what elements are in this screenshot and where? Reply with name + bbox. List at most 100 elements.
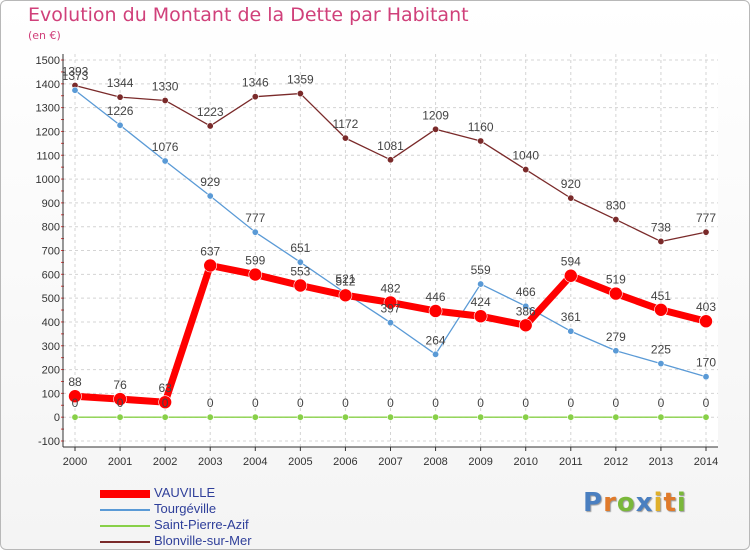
y-tick-label: 500 [42, 293, 60, 305]
brand-letter: i [676, 488, 687, 518]
data-label-tourg-ville: 170 [696, 356, 716, 370]
data-label-tourg-ville: 521 [335, 272, 355, 286]
data-point-blonville-sur-mer [296, 90, 304, 98]
data-point-saint-pierre-azif [296, 413, 304, 421]
x-tick-label: 2003 [198, 456, 222, 468]
y-tick-label: 200 [42, 365, 60, 377]
data-label-blonville-sur-mer: 1359 [287, 73, 314, 87]
x-tick-label: 2007 [378, 456, 402, 468]
data-label-tourg-ville: 1226 [107, 104, 134, 118]
data-label-tourg-ville: 1373 [62, 69, 89, 83]
data-label-blonville-sur-mer: 777 [696, 211, 716, 225]
data-point-vauville [158, 395, 172, 409]
data-label-vauville: 451 [651, 289, 671, 303]
data-point-tourg-ville [206, 192, 214, 200]
data-label-blonville-sur-mer: 1346 [242, 76, 269, 90]
x-tick-label: 2011 [559, 456, 583, 468]
data-label-blonville-sur-mer: 1223 [197, 105, 224, 119]
data-point-tourg-ville [296, 258, 304, 266]
data-point-tourg-ville [477, 280, 485, 288]
data-point-blonville-sur-mer [161, 96, 169, 104]
x-tick-label: 2005 [288, 456, 312, 468]
data-label-saint-pierre-azif: 0 [387, 396, 394, 410]
data-label-blonville-sur-mer: 1160 [468, 120, 494, 134]
data-point-vauville [383, 295, 398, 310]
x-tick-label: 2001 [108, 456, 132, 468]
data-label-blonville-sur-mer: 920 [561, 177, 581, 191]
data-point-saint-pierre-azif [612, 413, 620, 421]
unit-label: (en €) [28, 29, 61, 42]
chart-title: Evolution du Montant de la Dette par Hab… [28, 4, 469, 26]
legend-swatch [100, 490, 150, 498]
data-point-tourg-ville [567, 327, 575, 335]
data-label-tourg-ville: 225 [651, 343, 671, 357]
legend-label: VAUVILLE [154, 485, 216, 500]
data-point-blonville-sur-mer [522, 166, 530, 174]
data-point-blonville-sur-mer [341, 134, 349, 142]
data-label-saint-pierre-azif: 0 [567, 396, 574, 410]
data-label-tourg-ville: 777 [245, 211, 265, 225]
data-point-saint-pierre-azif [71, 413, 79, 421]
data-label-tourg-ville: 651 [290, 241, 310, 255]
data-label-saint-pierre-azif: 0 [342, 396, 349, 410]
data-label-saint-pierre-azif: 0 [252, 396, 259, 410]
data-point-saint-pierre-azif [522, 413, 530, 421]
data-point-vauville [609, 286, 623, 301]
data-point-tourg-ville [432, 350, 440, 358]
y-tick-label: 900 [42, 198, 60, 210]
data-label-saint-pierre-azif: 0 [432, 396, 439, 410]
data-point-saint-pierre-azif [161, 413, 169, 421]
data-point-tourg-ville [657, 360, 665, 368]
data-label-tourg-ville: 361 [561, 310, 581, 324]
brand-logo: Proxiti [583, 488, 687, 518]
data-label-tourg-ville: 559 [471, 263, 491, 277]
brand-letter: i [653, 488, 664, 518]
data-label-tourg-ville: 1076 [152, 140, 179, 154]
data-point-tourg-ville [386, 319, 394, 327]
legend-label: Saint-Pierre-Azif [154, 517, 249, 532]
data-point-vauville [518, 318, 533, 333]
data-label-saint-pierre-azif: 0 [117, 396, 124, 410]
brand-letter: x [635, 488, 654, 518]
data-label-saint-pierre-azif: 0 [72, 396, 79, 410]
y-tick-label: 1000 [36, 174, 60, 186]
data-point-vauville [248, 267, 263, 282]
data-label-saint-pierre-azif: 0 [658, 396, 665, 410]
data-label-blonville-sur-mer: 830 [606, 199, 626, 213]
y-tick-label: 0 [54, 412, 60, 424]
data-point-vauville [113, 392, 127, 406]
data-point-blonville-sur-mer [432, 125, 440, 133]
y-tick-label: 700 [42, 246, 60, 258]
x-tick-label: 2014 [694, 456, 718, 468]
brand-letter: t [663, 488, 677, 518]
legend-swatch [100, 541, 150, 543]
data-label-saint-pierre-azif: 0 [522, 396, 529, 410]
data-point-vauville [654, 302, 668, 317]
data-point-blonville-sur-mer [116, 93, 124, 101]
x-tick-label: 2012 [604, 456, 628, 468]
data-label-vauville: 63 [158, 381, 172, 395]
x-tick-label: 2000 [63, 456, 87, 468]
data-label-tourg-ville: 929 [200, 175, 220, 189]
data-point-blonville-sur-mer [612, 216, 620, 224]
data-label-vauville: 386 [516, 304, 536, 318]
data-point-tourg-ville [161, 157, 169, 165]
legend-swatch [100, 525, 150, 527]
data-point-blonville-sur-mer [386, 156, 394, 164]
x-tick-label: 2013 [649, 456, 673, 468]
data-label-vauville: 424 [471, 295, 491, 309]
y-tick-label: 1100 [36, 150, 60, 162]
y-tick-label: 1500 [36, 55, 60, 67]
x-tick-label: 2010 [513, 456, 537, 468]
data-point-saint-pierre-azif [432, 413, 440, 421]
y-tick-label: 400 [42, 317, 60, 329]
data-point-blonville-sur-mer [251, 93, 259, 101]
data-point-blonville-sur-mer [477, 137, 485, 145]
data-point-blonville-sur-mer [206, 122, 214, 130]
data-label-vauville: 482 [380, 281, 400, 295]
data-label-saint-pierre-azif: 0 [703, 396, 710, 410]
data-label-blonville-sur-mer: 738 [651, 220, 671, 234]
x-tick-label: 2009 [468, 456, 492, 468]
data-label-saint-pierre-azif: 0 [207, 396, 214, 410]
